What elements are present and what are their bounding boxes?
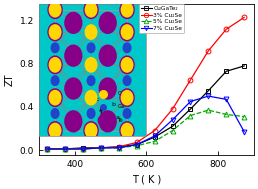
X-axis label: T ( K ): T ( K ) [132,175,161,185]
Y-axis label: ZT: ZT [4,74,14,86]
Legend: CuGaTe₂, 3% Cu₂Se, 5% Cu₂Se, 7% Cu₂Se: CuGaTe₂, 3% Cu₂Se, 5% Cu₂Se, 7% Cu₂Se [139,4,184,33]
